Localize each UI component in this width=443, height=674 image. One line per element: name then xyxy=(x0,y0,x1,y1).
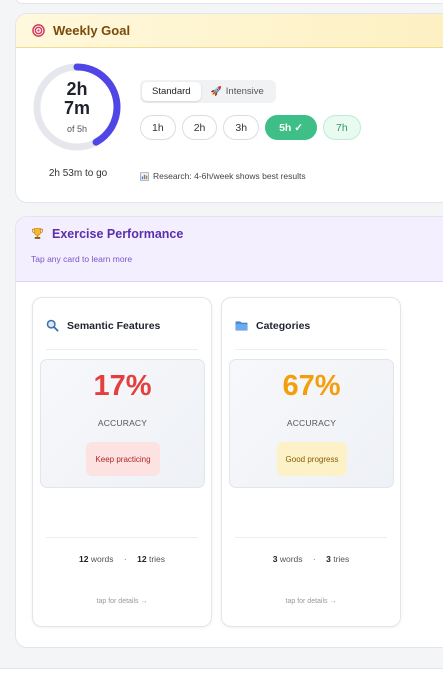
exercise-performance-card: Exercise Performance Tap any card to lea… xyxy=(15,216,443,648)
magnifier-icon xyxy=(46,319,60,333)
exercise-card-semantic-features[interactable]: Semantic Features 17% ACCURACY Keep prac… xyxy=(32,297,212,627)
exercise-name: Categories xyxy=(256,320,311,332)
exercise-stats: 12 words · 12 tries xyxy=(33,554,211,564)
hour-options: 1h 2h 3h 5h ✓ 7h xyxy=(140,115,361,140)
mode-intensive-button[interactable]: 🚀 Intensive xyxy=(201,82,274,101)
divider xyxy=(235,349,387,350)
separator-dot: · xyxy=(312,554,316,564)
status-badge: Good progress xyxy=(277,442,347,476)
words-count: 3 xyxy=(272,554,278,564)
accuracy-label: ACCURACY xyxy=(97,418,148,428)
mode-standard-label: Standard xyxy=(152,86,191,97)
tries-label: tries xyxy=(148,554,166,564)
tries-count: 12 xyxy=(137,554,147,564)
performance-header: Exercise Performance Tap any card to lea… xyxy=(16,217,443,282)
exercise-card-categories[interactable]: Categories 67% ACCURACY Good progress 3 … xyxy=(221,297,401,627)
performance-subtitle: Tap any card to learn more xyxy=(31,254,133,264)
divider xyxy=(235,537,387,538)
goal-total-label: of 5h xyxy=(66,124,88,134)
accuracy-panel: 17% ACCURACY Keep practicing xyxy=(40,359,205,488)
divider xyxy=(46,537,198,538)
performance-title: Exercise Performance xyxy=(52,227,184,241)
goal-progress-ring: 2h 7m of 5h xyxy=(32,62,122,152)
words-label: words xyxy=(90,554,114,564)
progress-time: 2h 7m xyxy=(64,80,90,118)
mode-standard-button[interactable]: Standard xyxy=(142,82,201,101)
accuracy-percent: 17% xyxy=(93,370,152,402)
folder-icon xyxy=(235,319,249,333)
weekly-goal-title: Weekly Goal xyxy=(53,23,131,38)
accuracy-percent: 67% xyxy=(282,370,341,402)
status-badge: Keep practicing xyxy=(86,442,160,476)
accuracy-panel: 67% ACCURACY Good progress xyxy=(229,359,394,488)
words-count: 12 xyxy=(78,554,89,564)
trophy-icon xyxy=(31,227,45,241)
chart-icon xyxy=(140,171,149,181)
remaining-time: 2h 53m to go xyxy=(48,168,108,179)
hour-option-1h[interactable]: 1h xyxy=(140,115,176,140)
target-icon xyxy=(31,23,46,38)
weekly-goal-header: Weekly Goal xyxy=(16,14,443,48)
accuracy-label: ACCURACY xyxy=(286,418,337,428)
next-card-edge xyxy=(0,668,443,674)
words-label: words xyxy=(279,554,303,564)
mode-intensive-label: Intensive xyxy=(225,86,264,97)
hour-option-5h[interactable]: 5h ✓ xyxy=(265,115,318,140)
previous-card-edge xyxy=(15,0,443,4)
hour-option-2h[interactable]: 2h xyxy=(181,115,218,140)
hour-option-7h[interactable]: 7h xyxy=(323,115,361,140)
tap-hint: tap for details → xyxy=(285,598,337,605)
separator-dot: · xyxy=(123,554,127,564)
exercise-stats: 3 words · 3 tries xyxy=(222,554,400,564)
tries-count: 3 xyxy=(326,554,331,564)
mode-toggle: Standard 🚀 Intensive xyxy=(140,80,276,103)
weekly-goal-card: Weekly Goal 2h 7m of 5h 2h 53m to go Sta… xyxy=(15,13,443,203)
progress-hours: 2h xyxy=(66,79,88,99)
hour-option-3h[interactable]: 3h xyxy=(223,115,260,140)
tap-hint: tap for details → xyxy=(96,598,148,605)
research-note-text: Research: 4-6h/week shows best results xyxy=(153,171,306,181)
progress-minutes: 7m xyxy=(63,98,90,118)
exercise-name: Semantic Features xyxy=(67,320,161,332)
divider xyxy=(46,349,198,350)
research-note: Research: 4-6h/week shows best results xyxy=(140,171,306,181)
tries-label: tries xyxy=(333,554,350,564)
rocket-icon: 🚀 xyxy=(210,86,222,96)
